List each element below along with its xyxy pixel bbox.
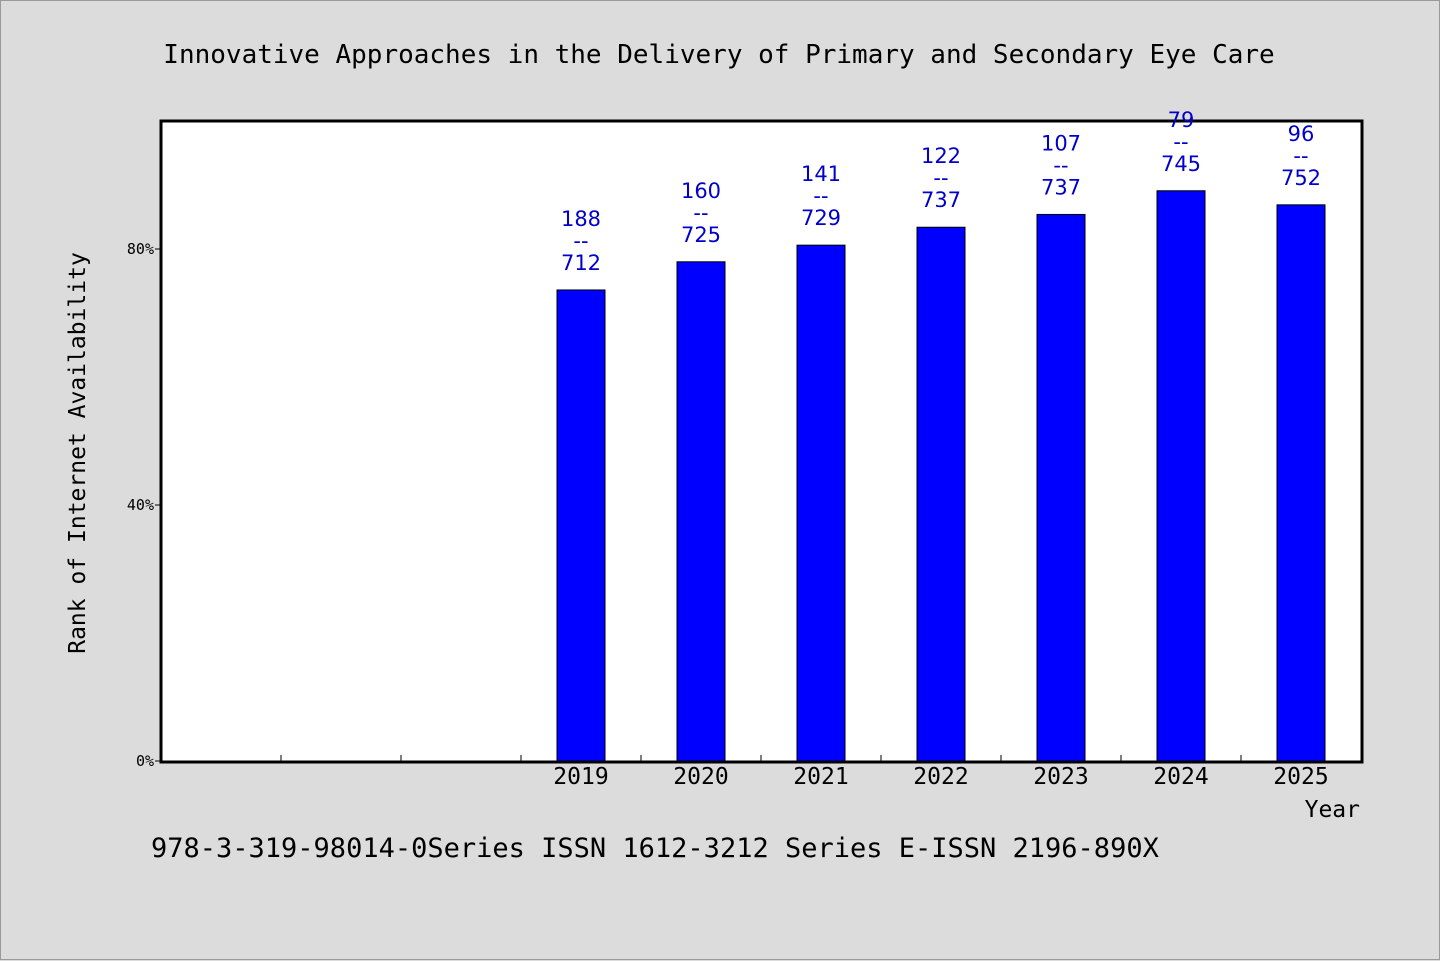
x-tick-label: 2022 [913, 764, 968, 790]
data-labels: 188 --712 160 --725 141 --729 122 --737 107 --737… [561, 108, 1321, 275]
data-label-2022: 122 --737 [921, 144, 961, 212]
chart-title: Innovative Approaches in the Delivery of… [163, 40, 1274, 70]
data-label-2024: 79 --745 [1161, 108, 1201, 176]
y-tick-label: 0% [136, 752, 154, 770]
bar-2021 [796, 244, 846, 762]
bar-2025 [1276, 204, 1326, 762]
footer-isbn-text: 978-3-319-98014-0Series ISSN 1612-3212 S… [151, 833, 1159, 864]
x-tick-label: 2023 [1033, 764, 1088, 790]
y-axis-label: Rank of Internet Availability [65, 252, 91, 654]
axis-ticks: 0% 40% 80% 2019 2020 2021 2022 2023 2024 2025 [127, 240, 1329, 790]
bar-2024 [1156, 190, 1206, 762]
data-label-2025: 96 --752 [1281, 122, 1321, 190]
x-tick-label: 2025 [1273, 764, 1328, 790]
data-label-2019: 188 --712 [561, 207, 601, 275]
x-tick-label: 2024 [1153, 764, 1208, 790]
data-label-2023: 107 --737 [1041, 131, 1081, 199]
bar-2023 [1036, 213, 1086, 762]
data-label-2021: 141 --729 [801, 162, 841, 230]
y-tick-label: 80% [127, 240, 154, 258]
data-label-2020: 160 --725 [681, 179, 721, 247]
bar-2022 [916, 226, 966, 762]
bar-2020 [676, 261, 726, 762]
bars [556, 190, 1326, 762]
x-tick-label: 2019 [553, 764, 608, 790]
x-tick-label: 2020 [673, 764, 728, 790]
y-tick-label: 40% [127, 496, 154, 514]
bar-2019 [556, 289, 606, 762]
x-tick-label: 2021 [793, 764, 848, 790]
x-axis-label: Year [1305, 797, 1360, 823]
